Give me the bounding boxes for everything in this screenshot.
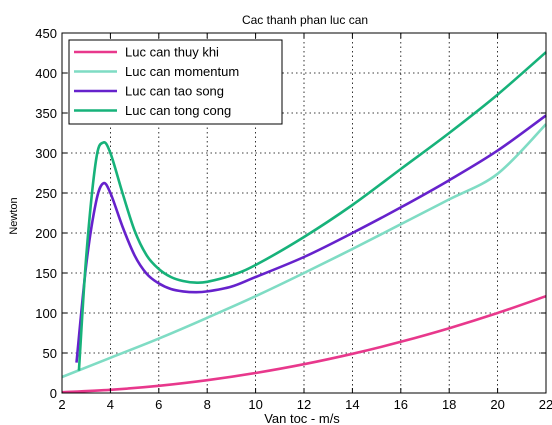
series-group [61, 51, 547, 394]
series-line-4 [77, 51, 547, 371]
legend: Luc can thuy khi Luc can momentum Luc can … [68, 39, 283, 125]
x-tick-label: 16 [394, 397, 408, 412]
x-tick-label: 18 [442, 397, 456, 412]
series-line-3 [75, 114, 547, 363]
y-axis-label: Newton [8, 197, 20, 234]
x-tick-label: 8 [204, 397, 211, 412]
ticks: 2 4 6 8 10 12 14 16 18 20 22 0 50 100 150 200 250 300 350 4… [35, 26, 552, 412]
y-tick-label: 350 [35, 106, 57, 121]
y-tick-label: 400 [35, 66, 57, 81]
legend-label: Luc can momentum [125, 64, 239, 79]
x-tick-label: 12 [297, 397, 311, 412]
x-tick-label: 14 [345, 397, 359, 412]
y-tick-label: 100 [35, 306, 57, 321]
series-line-1 [61, 294, 547, 394]
x-tick-label: 2 [58, 397, 65, 412]
y-tick-label: 450 [35, 26, 57, 41]
y-tick-label: 300 [35, 146, 57, 161]
legend-label: Luc can tao song [125, 84, 224, 99]
x-axis-label: Van toc - m/s [264, 411, 340, 425]
y-tick-label: 0 [50, 386, 57, 401]
y-tick-label: 250 [35, 186, 57, 201]
y-tick-label: 200 [35, 226, 57, 241]
y-tick-label: 50 [43, 346, 57, 361]
x-tick-label: 20 [490, 397, 504, 412]
x-tick-label: 22 [539, 397, 552, 412]
legend-label: Luc can tong cong [125, 103, 231, 118]
legend-label: Luc can thuy khi [125, 45, 219, 60]
x-tick-label: 4 [107, 397, 114, 412]
x-tick-label: 6 [155, 397, 162, 412]
chart-title: Cac thanh phan luc can [242, 13, 368, 27]
series-line-2 [61, 123, 547, 379]
x-tick-label: 10 [248, 397, 262, 412]
y-tick-label: 150 [35, 266, 57, 281]
